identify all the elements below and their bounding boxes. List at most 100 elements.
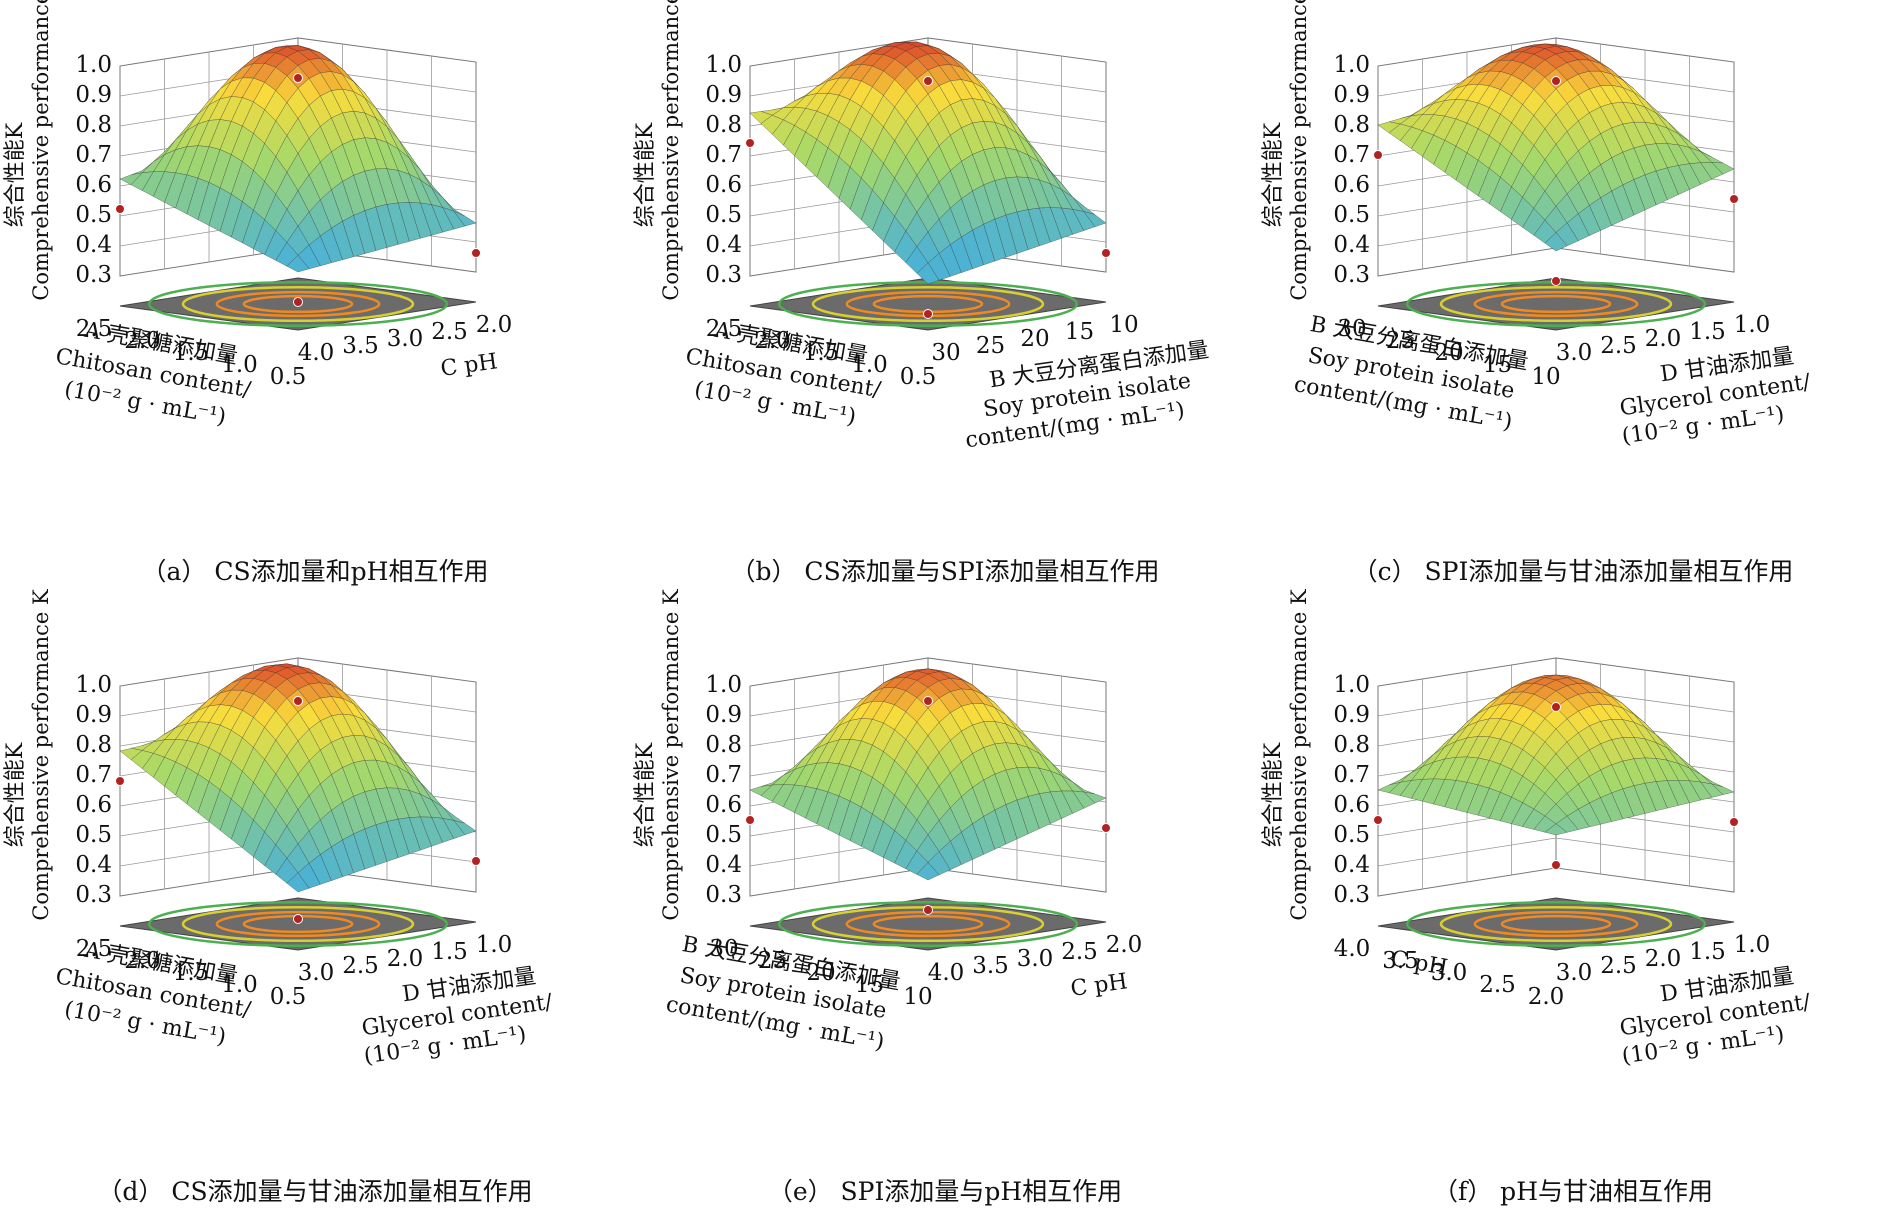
z-tick-label: 0.4 [705,232,742,258]
z-tick-label: 0.6 [75,172,112,198]
y-tick-label: 2.5 [1600,953,1637,979]
x-tick-label: 0.5 [270,984,307,1010]
surface-cell [1544,232,1568,252]
design-point-marker [923,905,933,915]
z-tick-label: 0.4 [75,232,112,258]
z-tick-label: 0.4 [1333,852,1370,878]
y-tick-label: 4.0 [928,960,965,986]
z-tick-label: 0.9 [705,702,742,728]
z-tick-label: 1.0 [705,672,742,698]
floor-plane [1377,277,1735,331]
contour-line [215,910,381,938]
design-point-marker [115,204,125,214]
x-tick-label: 2.5 [706,316,743,342]
x-tick-label: 2.0 [754,328,791,354]
contour-line [1439,905,1673,943]
z-axis-label-en: Comprehensive performance K [1287,589,1311,921]
design-point-marker [293,297,303,307]
y-tick-label: 2.0 [1645,326,1682,352]
y-tick-label: 15 [1065,319,1094,345]
design-points [745,696,1111,915]
z-tick-label: 0.9 [1333,702,1370,728]
contour-floor [1377,897,1735,951]
y-tick-label: 1.0 [1734,932,1771,958]
z-tick-label: 0.7 [1333,762,1370,788]
design-point-marker [115,776,125,786]
design-points [1373,702,1739,870]
contour-line [1473,910,1639,938]
z-tick-label: 0.7 [1333,142,1370,168]
y-tick-label: 2.5 [1600,333,1637,359]
design-point-marker [1101,248,1111,258]
y-tick-label: 1.0 [1734,312,1771,338]
contour-line [147,281,449,327]
design-point-marker [293,696,303,706]
z-tick-label: 1.0 [1333,52,1370,78]
z-axis-label-cn: 综合性能K [3,122,28,227]
x-tick-label: 15 [855,972,884,998]
y-tick-label: 1.5 [1689,319,1726,345]
z-tick-label: 0.6 [705,792,742,818]
design-point-marker [1551,702,1561,712]
design-point-marker [1101,823,1111,833]
design-point-marker [1373,815,1383,825]
z-axis: 0.3 0.4 0.5 0.6 0.7 0.8 0.9 1.0 [705,672,742,908]
z-axis-label-cn: 综合性能K [633,742,658,847]
z-tick-label: 1.0 [1333,672,1370,698]
z-tick-label: 0.3 [1333,262,1370,288]
z-axis-title: 综合性能K Comprehensive performance K [633,589,683,921]
floor-plane [749,897,1107,951]
x-tick-label: 30 [1337,316,1366,342]
design-point-marker [1551,276,1561,286]
x-axis: 4.0 3.5 3.0 2.5 2.0 C pH [1334,936,1565,1010]
contour-line [215,290,381,318]
design-point-marker [1373,150,1383,160]
response-surface [749,41,1107,285]
z-tick-label: 0.5 [75,202,112,228]
y-tick-label: 2.5 [431,319,468,345]
panel-caption: （c） SPI添加量与甘油添加量相互作用 [1353,557,1794,586]
z-axis: 0.3 0.4 0.5 0.6 0.7 0.8 0.9 1.0 [75,672,112,908]
surface-cell [1544,823,1568,836]
contour-line [147,901,449,947]
z-axis-title: 综合性能K Comprehensive performance K [633,0,683,301]
x-tick-label: 1.0 [221,972,258,998]
panel-caption: （d） CS添加量与甘油添加量相互作用 [97,1177,532,1206]
z-tick-label: 0.6 [1333,172,1370,198]
z-tick-label: 0.9 [75,82,112,108]
contour-floor [749,277,1107,331]
panel-e: 0.3 0.4 0.5 0.6 0.7 0.8 0.9 1.0 综合性能K Comprehensi… [633,589,1142,1206]
x-tick-label: 20 [806,960,835,986]
contour-line [1439,285,1673,323]
y-axis-label: C pH [439,349,499,382]
response-surface [749,668,1107,881]
contour-line [1500,294,1612,314]
x-tick-label: 0.5 [900,364,937,390]
x-tick-label: 30 [709,936,738,962]
z-tick-label: 0.5 [1333,822,1370,848]
z-tick-label: 0.8 [1333,112,1370,138]
z-axis-label-cn: 综合性能K [1261,122,1286,227]
x-tick-label: 20 [1434,340,1463,366]
z-axis: 0.3 0.4 0.5 0.6 0.7 0.8 0.9 1.0 [75,52,112,288]
design-point-marker [1729,817,1739,827]
contour-line [242,294,354,314]
z-tick-label: 0.8 [705,732,742,758]
x-tick-label: 25 [758,948,787,974]
design-point-marker [923,76,933,86]
z-tick-label: 0.8 [75,112,112,138]
z-tick-label: 1.0 [705,52,742,78]
z-tick-label: 0.7 [705,762,742,788]
z-axis-title: 综合性能K Comprehensive performance K [3,0,53,301]
y-tick-label: 1.5 [431,939,468,965]
contour-line [1405,901,1707,947]
z-axis-label-cn: 综合性能K [633,122,658,227]
panel-caption: （f） pH与甘油相互作用 [1433,1177,1713,1206]
x-tick-label: 1.5 [803,340,840,366]
